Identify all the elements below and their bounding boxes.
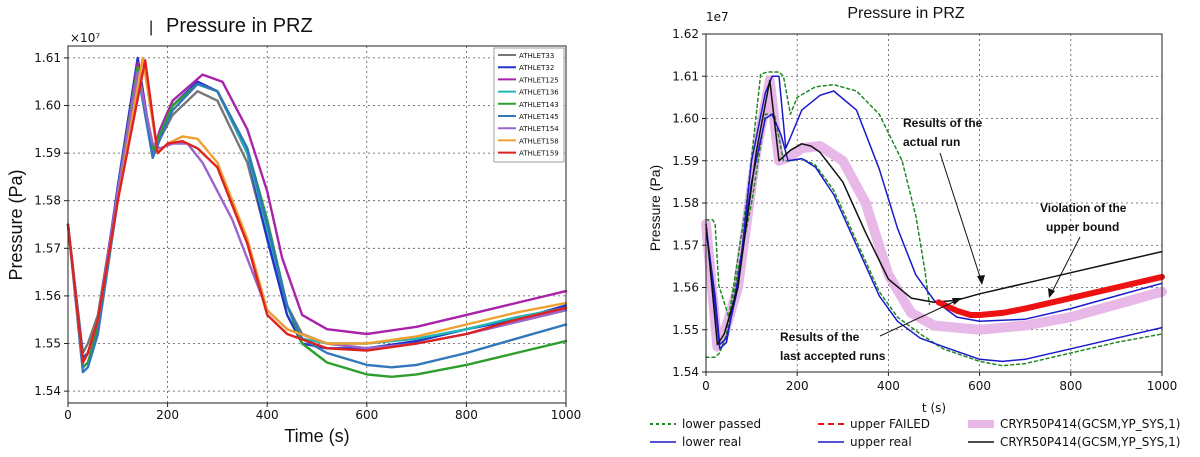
legend-label: ATHLET154 [519,125,559,133]
right-series-lines [701,71,1167,367]
legend-label: ATHLET158 [519,137,559,145]
right-x-ticks: 0 200 400 600 800 1000 [702,372,1177,393]
annotation-violation: Violation of the upper bound [1040,201,1127,298]
y-tick-label: 1.58 [34,194,61,208]
annotation-violation-line2: upper bound [1046,220,1119,234]
left-grid [68,46,566,403]
y-tick-label: 1.59 [672,154,699,168]
legend-label: ATHLET143 [519,101,559,109]
legend-label: CRYR50P414(GCSM,YP_SYS,1) [1000,417,1180,431]
left-series-lines [66,56,568,378]
series-line-athlet33 [66,71,568,355]
x-tick-label: 400 [256,408,279,422]
legend-label: CRYR50P414(GCSM,YP_SYS,1) [1000,435,1180,449]
x-tick-label: 600 [968,379,991,393]
y-tick-label: 1.54 [672,365,699,379]
left-y-scale-label: ×10⁷ [70,31,100,45]
y-tick-label: 1.61 [34,51,61,65]
legend-label: ATHLET136 [519,89,559,97]
right-legend: lower passed upper FAILED CRYR50P414(GCSM,… [650,417,1180,449]
left-x-axis-label: Time (s) [284,426,349,446]
y-tick-label: 1.58 [672,196,699,210]
series-line-upper-passed [705,71,931,318]
y-tick-label: 1.57 [34,241,61,255]
y-tick-label: 1.54 [34,384,61,398]
annotation-violation-line1: Violation of the [1040,201,1127,215]
annotation-accepted-arrowhead [952,298,962,305]
legend-label: upper FAILED [850,417,930,431]
x-tick-label: 0 [64,408,72,422]
y-tick-label: 1.61 [672,69,699,83]
right-chart: Pressure in PRZ 1e7 1.54 1.55 1.56 1.57 1.58… [647,5,1180,449]
annotation-actual-run-arrow [939,152,983,284]
annotation-actual-run-arrowhead [977,275,985,285]
x-tick-label: 200 [786,379,809,393]
annotation-accepted-arrow [879,298,961,337]
legend-label: upper real [850,435,912,449]
right-y-axis-label: Pressure (Pa) [647,165,663,251]
legend-label: ATHLET125 [519,76,559,84]
annotation-actual-run-line1: Results of the [903,116,983,130]
series-line-cryr50p414-gcsm-yp-sys-1 [705,79,1163,346]
x-tick-label: 800 [455,408,478,422]
x-tick-label: 600 [355,408,378,422]
annotation-violation-arrow [1049,236,1081,297]
annotation-actual-run-line2: actual run [903,135,960,149]
legend-label: ATHLET159 [519,150,559,158]
x-tick-label: 1000 [551,408,582,422]
left-chart-title-prefix: | [149,19,153,36]
series-line-athlet143 [66,66,568,378]
x-tick-label: 1000 [1147,379,1178,393]
right-x-axis-label: t (s) [922,401,946,415]
legend-label: lower passed [682,417,761,431]
legend-label: ATHLET32 [519,64,554,72]
annotation-accepted-runs: Results of the last accepted runs [780,298,962,363]
x-tick-label: 400 [877,379,900,393]
legend-label: ATHLET33 [519,52,554,60]
left-chart-title: Pressure in PRZ [166,15,313,37]
x-tick-label: 200 [156,408,179,422]
y-tick-label: 1.56 [34,289,61,303]
legend-label: ATHLET145 [519,113,559,121]
series-line-lower-passed [705,113,1163,367]
right-chart-title: Pressure in PRZ [847,5,965,22]
series-line-athlet159 [66,59,568,364]
left-legend-entries: ATHLET33 ATHLET32 ATHLET125 ATHLET136 ATHLET… [498,52,559,158]
left-y-ticks: 1.54 1.55 1.56 1.57 1.58 1.59 1.60 1.61 [34,51,68,398]
series-line-lower-real [705,113,1163,363]
left-x-ticks: 0 200 400 600 800 1000 [64,403,581,422]
annotation-actual-run: Results of the actual run [903,116,985,285]
right-y-ticks: 1.54 1.55 1.56 1.57 1.58 1.59 1.60 1.61 1.62 [672,27,706,379]
x-tick-label: 800 [1059,379,1082,393]
y-tick-label: 1.62 [672,27,699,41]
left-chart: | Pressure in PRZ ×10⁷ 1.541.551.561.571… [6,15,581,446]
left-plot-frame [67,45,567,404]
y-tick-label: 1.56 [672,281,699,295]
y-tick-label: 1.55 [34,337,61,351]
right-y-scale-label: 1e7 [706,10,729,24]
annotation-accepted-line2: last accepted runs [780,349,886,363]
x-tick-label: 0 [702,379,710,393]
series-line-upper-failed [935,273,1165,318]
y-tick-label: 1.55 [672,323,699,337]
y-tick-label: 1.59 [34,146,61,160]
y-tick-label: 1.57 [672,238,699,252]
legend-label: lower real [682,435,741,449]
y-tick-label: 1.60 [34,99,61,113]
annotation-accepted-line1: Results of the [780,330,860,344]
left-y-axis-label: Pressure (Pa) [6,169,26,280]
y-tick-label: 1.60 [672,112,699,126]
annotation-violation-arrowhead [1048,288,1055,298]
